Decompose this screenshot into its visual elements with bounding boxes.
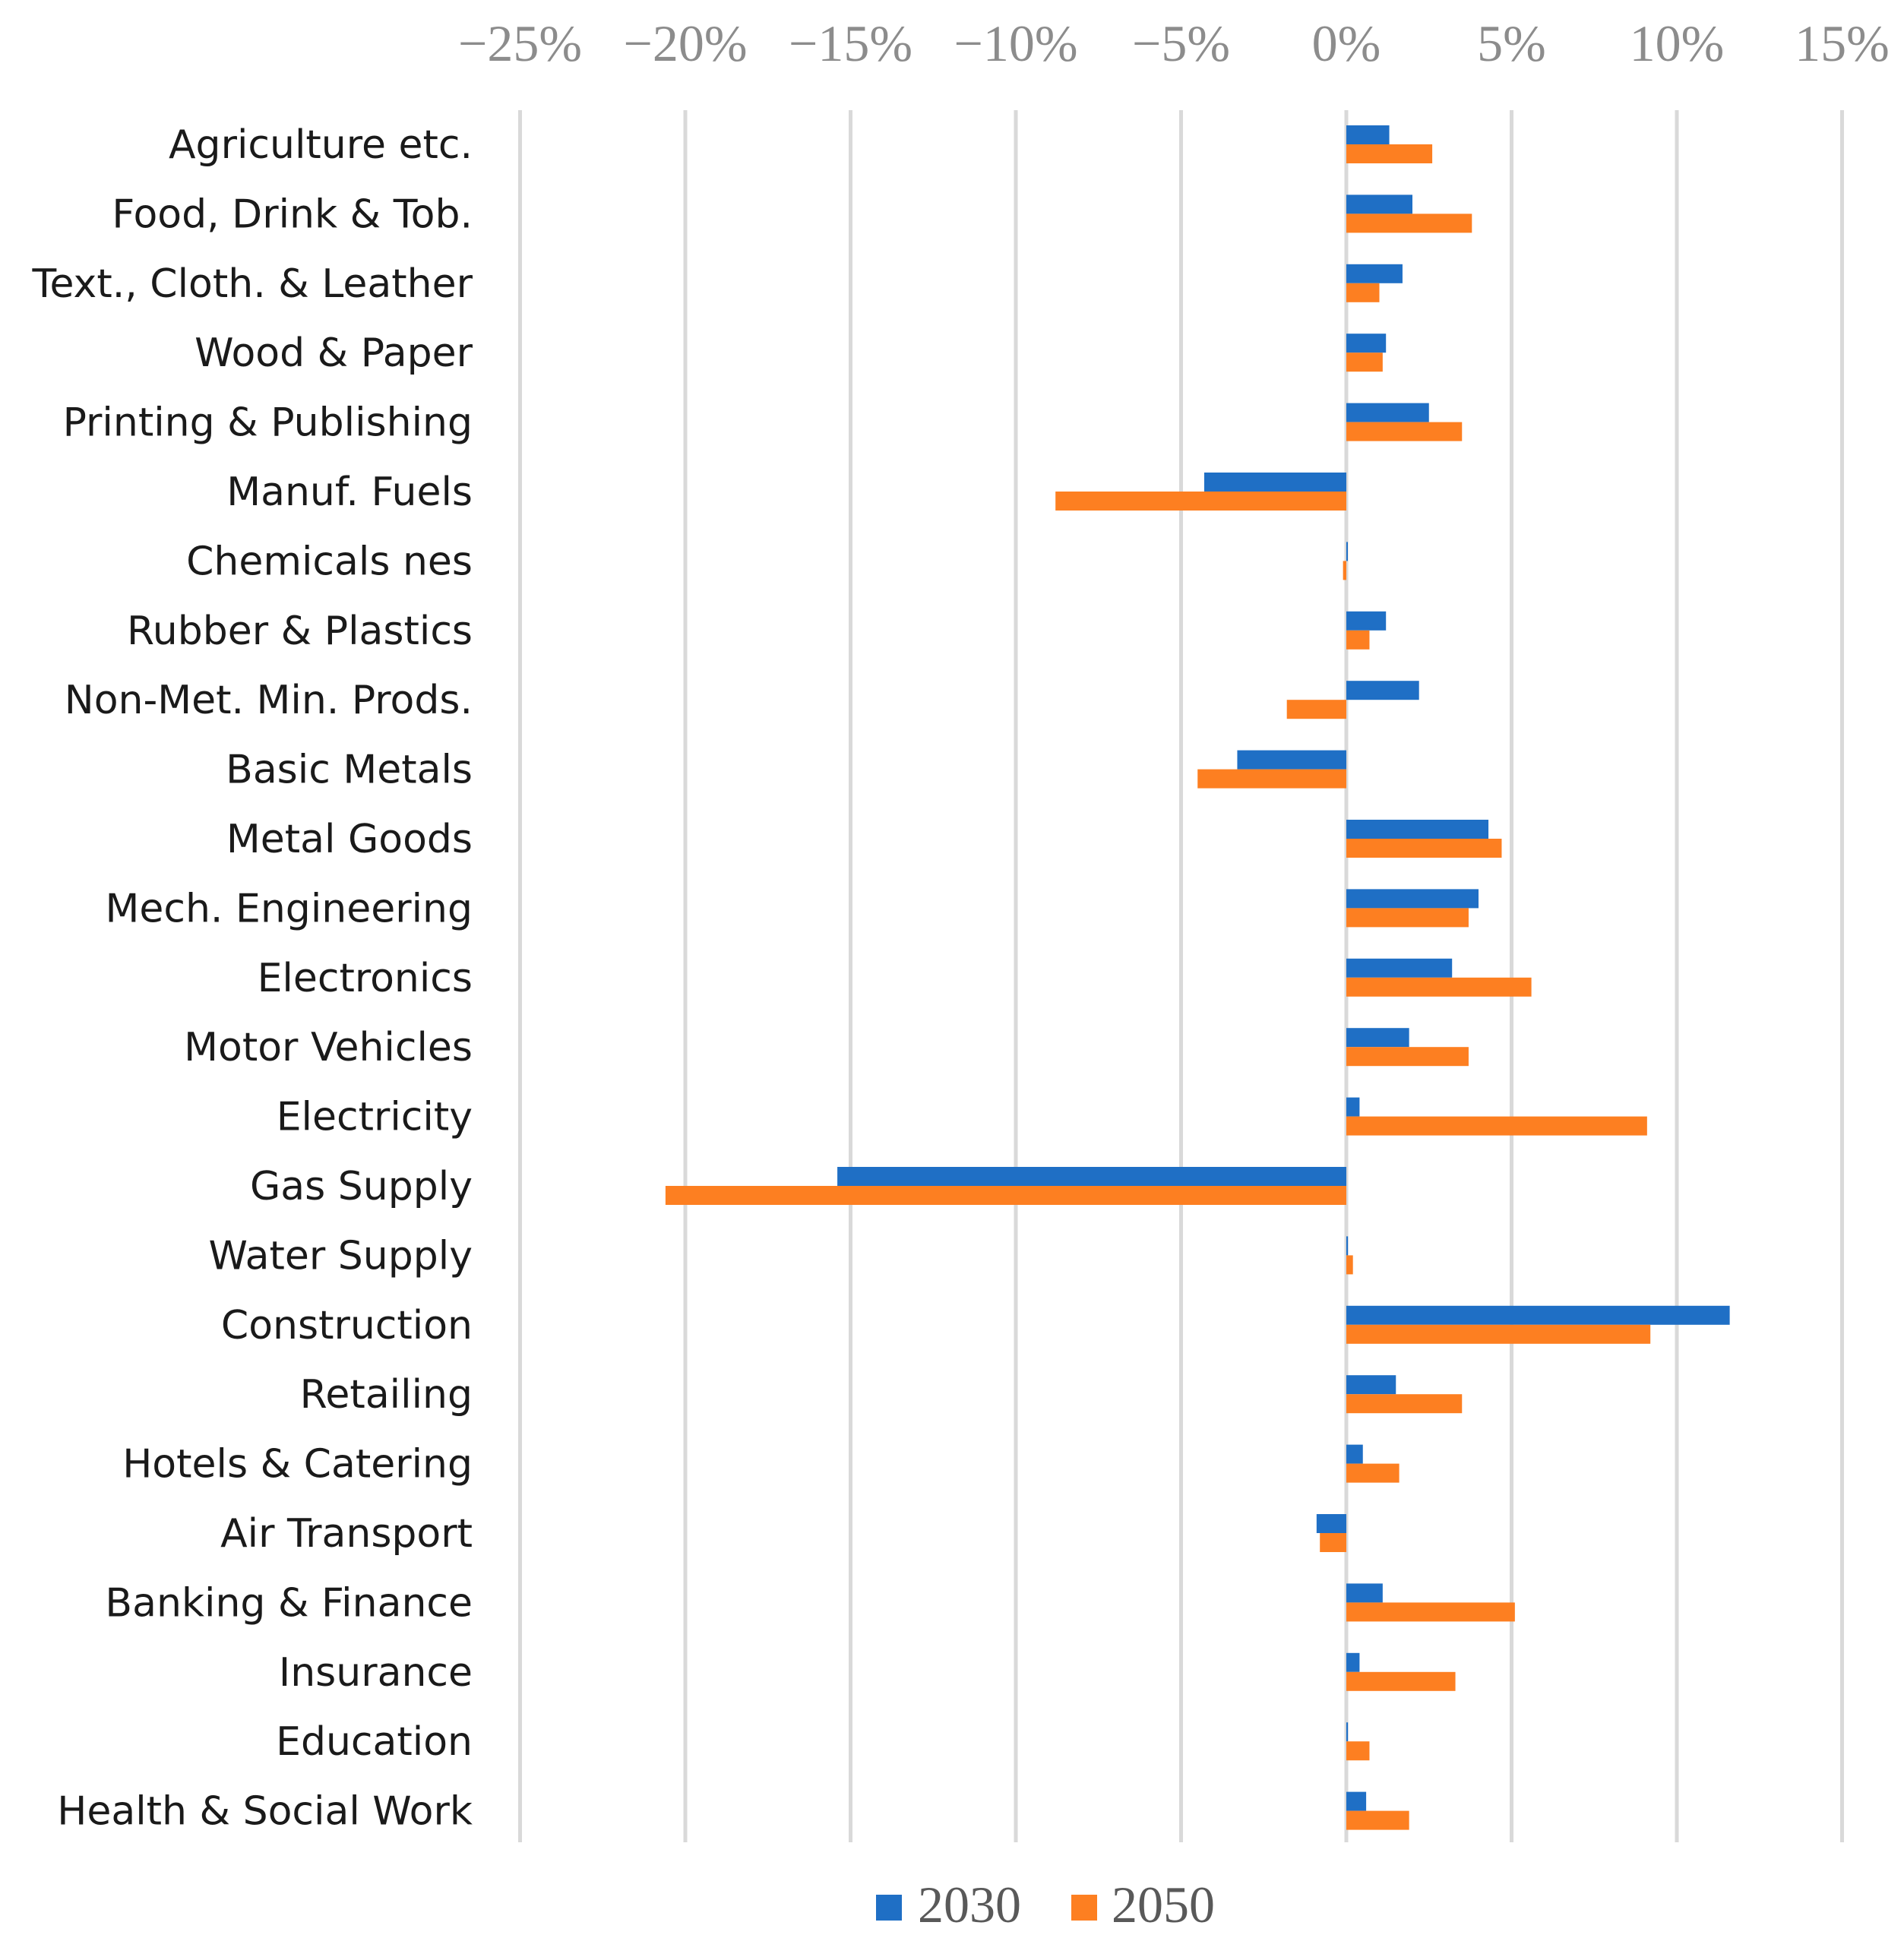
bar-2050 xyxy=(1346,1671,1456,1691)
legend-swatch-2050 xyxy=(1071,1895,1097,1921)
bar-2030 xyxy=(1346,820,1489,839)
x-tick-label: 5% xyxy=(1477,14,1546,72)
legend-swatch-2030 xyxy=(876,1895,902,1921)
bar-2030 xyxy=(1346,1652,1360,1672)
bar-2050 xyxy=(1346,1463,1400,1483)
bar-2050 xyxy=(1346,1116,1647,1136)
x-tick-label: 10% xyxy=(1630,14,1725,72)
bar-2030 xyxy=(1346,1375,1396,1395)
bar-2050 xyxy=(1346,1741,1370,1761)
legend: 2030 2050 xyxy=(876,1876,1215,1933)
bar-2030 xyxy=(1203,473,1346,492)
bar-2030 xyxy=(837,1167,1346,1186)
category-label: Water Supply xyxy=(209,1233,473,1279)
bar-2050 xyxy=(1346,839,1502,858)
bar-2030 xyxy=(1346,1028,1409,1048)
category-label: Food, Drink & Tob. xyxy=(112,191,473,237)
bar-2030 xyxy=(1346,958,1453,978)
category-label: Mech. Engineering xyxy=(106,886,473,931)
category-label: Non-Met. Min. Prods. xyxy=(65,678,473,723)
category-label: Manuf. Fuels xyxy=(226,469,473,515)
bar-2030 xyxy=(1346,194,1412,214)
bar-2030 xyxy=(1346,681,1419,700)
bar-2030 xyxy=(1346,889,1479,909)
bar-2050 xyxy=(1346,630,1370,650)
bar-2030 xyxy=(1346,1444,1363,1464)
bar-2030 xyxy=(1346,264,1403,283)
bar-2050 xyxy=(1197,769,1346,789)
bar-2050 xyxy=(1343,561,1346,580)
bar-2030 xyxy=(1316,1514,1346,1533)
bar-2030 xyxy=(1346,1097,1360,1117)
category-label: Rubber & Plastics xyxy=(127,609,473,654)
bar-2050 xyxy=(1286,700,1346,719)
bar-2030 xyxy=(1346,125,1390,144)
bar-2030 xyxy=(1346,542,1348,561)
bar-2030 xyxy=(1346,1236,1349,1256)
bar-2030 xyxy=(1346,1305,1730,1325)
bar-2050 xyxy=(1346,213,1472,233)
bar-2050 xyxy=(1346,1602,1515,1622)
category-label: Banking & Finance xyxy=(105,1580,473,1626)
x-tick-label: −15% xyxy=(789,14,912,72)
bar-2050 xyxy=(1346,977,1532,997)
category-label: Metal Goods xyxy=(226,817,473,862)
bar-2050 xyxy=(1346,1047,1469,1067)
bar-2050 xyxy=(1346,1394,1463,1414)
x-axis-ticks: −25% −20% −15% −10% −5% 0% 5% 10% 15% xyxy=(458,14,1890,72)
category-label: Education xyxy=(276,1719,473,1765)
category-label: Electronics xyxy=(258,956,473,1001)
bar-2050 xyxy=(1346,908,1469,928)
category-label: Gas Supply xyxy=(250,1164,473,1209)
category-label: Basic Metals xyxy=(226,748,473,793)
bar-2050 xyxy=(1346,144,1433,163)
x-tick-label: −25% xyxy=(458,14,582,72)
category-label: Hotels & Catering xyxy=(122,1442,473,1488)
category-label: Chemicals nes xyxy=(186,539,473,584)
bar-2050 xyxy=(1346,1255,1353,1275)
category-label: Health & Social Work xyxy=(57,1789,473,1835)
bar-2030 xyxy=(1346,1722,1349,1742)
bar-2030 xyxy=(1346,334,1387,353)
bar-2050 xyxy=(1346,422,1463,441)
x-tick-label: −5% xyxy=(1132,14,1230,72)
bar-2030 xyxy=(1237,750,1346,770)
legend-label-2050: 2050 xyxy=(1112,1876,1215,1933)
x-tick-label: 15% xyxy=(1795,14,1890,72)
category-labels: Agriculture etc. Food, Drink & Tob. Text.,… xyxy=(32,122,473,1835)
category-label: Motor Vehicles xyxy=(184,1025,473,1070)
bar-2030 xyxy=(1346,403,1429,422)
bar-2050 xyxy=(1346,283,1380,302)
x-tick-label: −20% xyxy=(624,14,748,72)
gridlines xyxy=(518,110,1844,1842)
bar-2030 xyxy=(1346,1791,1367,1811)
bar-2050 xyxy=(1346,1324,1651,1344)
category-label: Wood & Paper xyxy=(195,330,473,376)
category-label: Printing & Publishing xyxy=(63,400,473,446)
category-label: Air Transport xyxy=(220,1511,473,1557)
bar-2050 xyxy=(1346,353,1383,372)
category-label: Text., Cloth. & Leather xyxy=(32,261,473,307)
bar-2030 xyxy=(1346,611,1387,631)
category-label: Insurance xyxy=(279,1650,473,1696)
category-label: Agriculture etc. xyxy=(169,122,473,168)
bar-2050 xyxy=(1320,1533,1346,1552)
category-label: Retailing xyxy=(300,1372,473,1418)
x-tick-label: 0% xyxy=(1312,14,1381,72)
bar-2030 xyxy=(1346,1583,1383,1603)
category-label: Construction xyxy=(221,1303,473,1348)
bars xyxy=(665,125,1730,1830)
legend-label-2030: 2030 xyxy=(918,1876,1021,1933)
bar-2050 xyxy=(665,1186,1346,1205)
bar-2050 xyxy=(1055,492,1346,511)
category-label: Electricity xyxy=(277,1095,473,1140)
x-tick-label: −10% xyxy=(954,14,1078,72)
bar-2050 xyxy=(1346,1810,1409,1830)
